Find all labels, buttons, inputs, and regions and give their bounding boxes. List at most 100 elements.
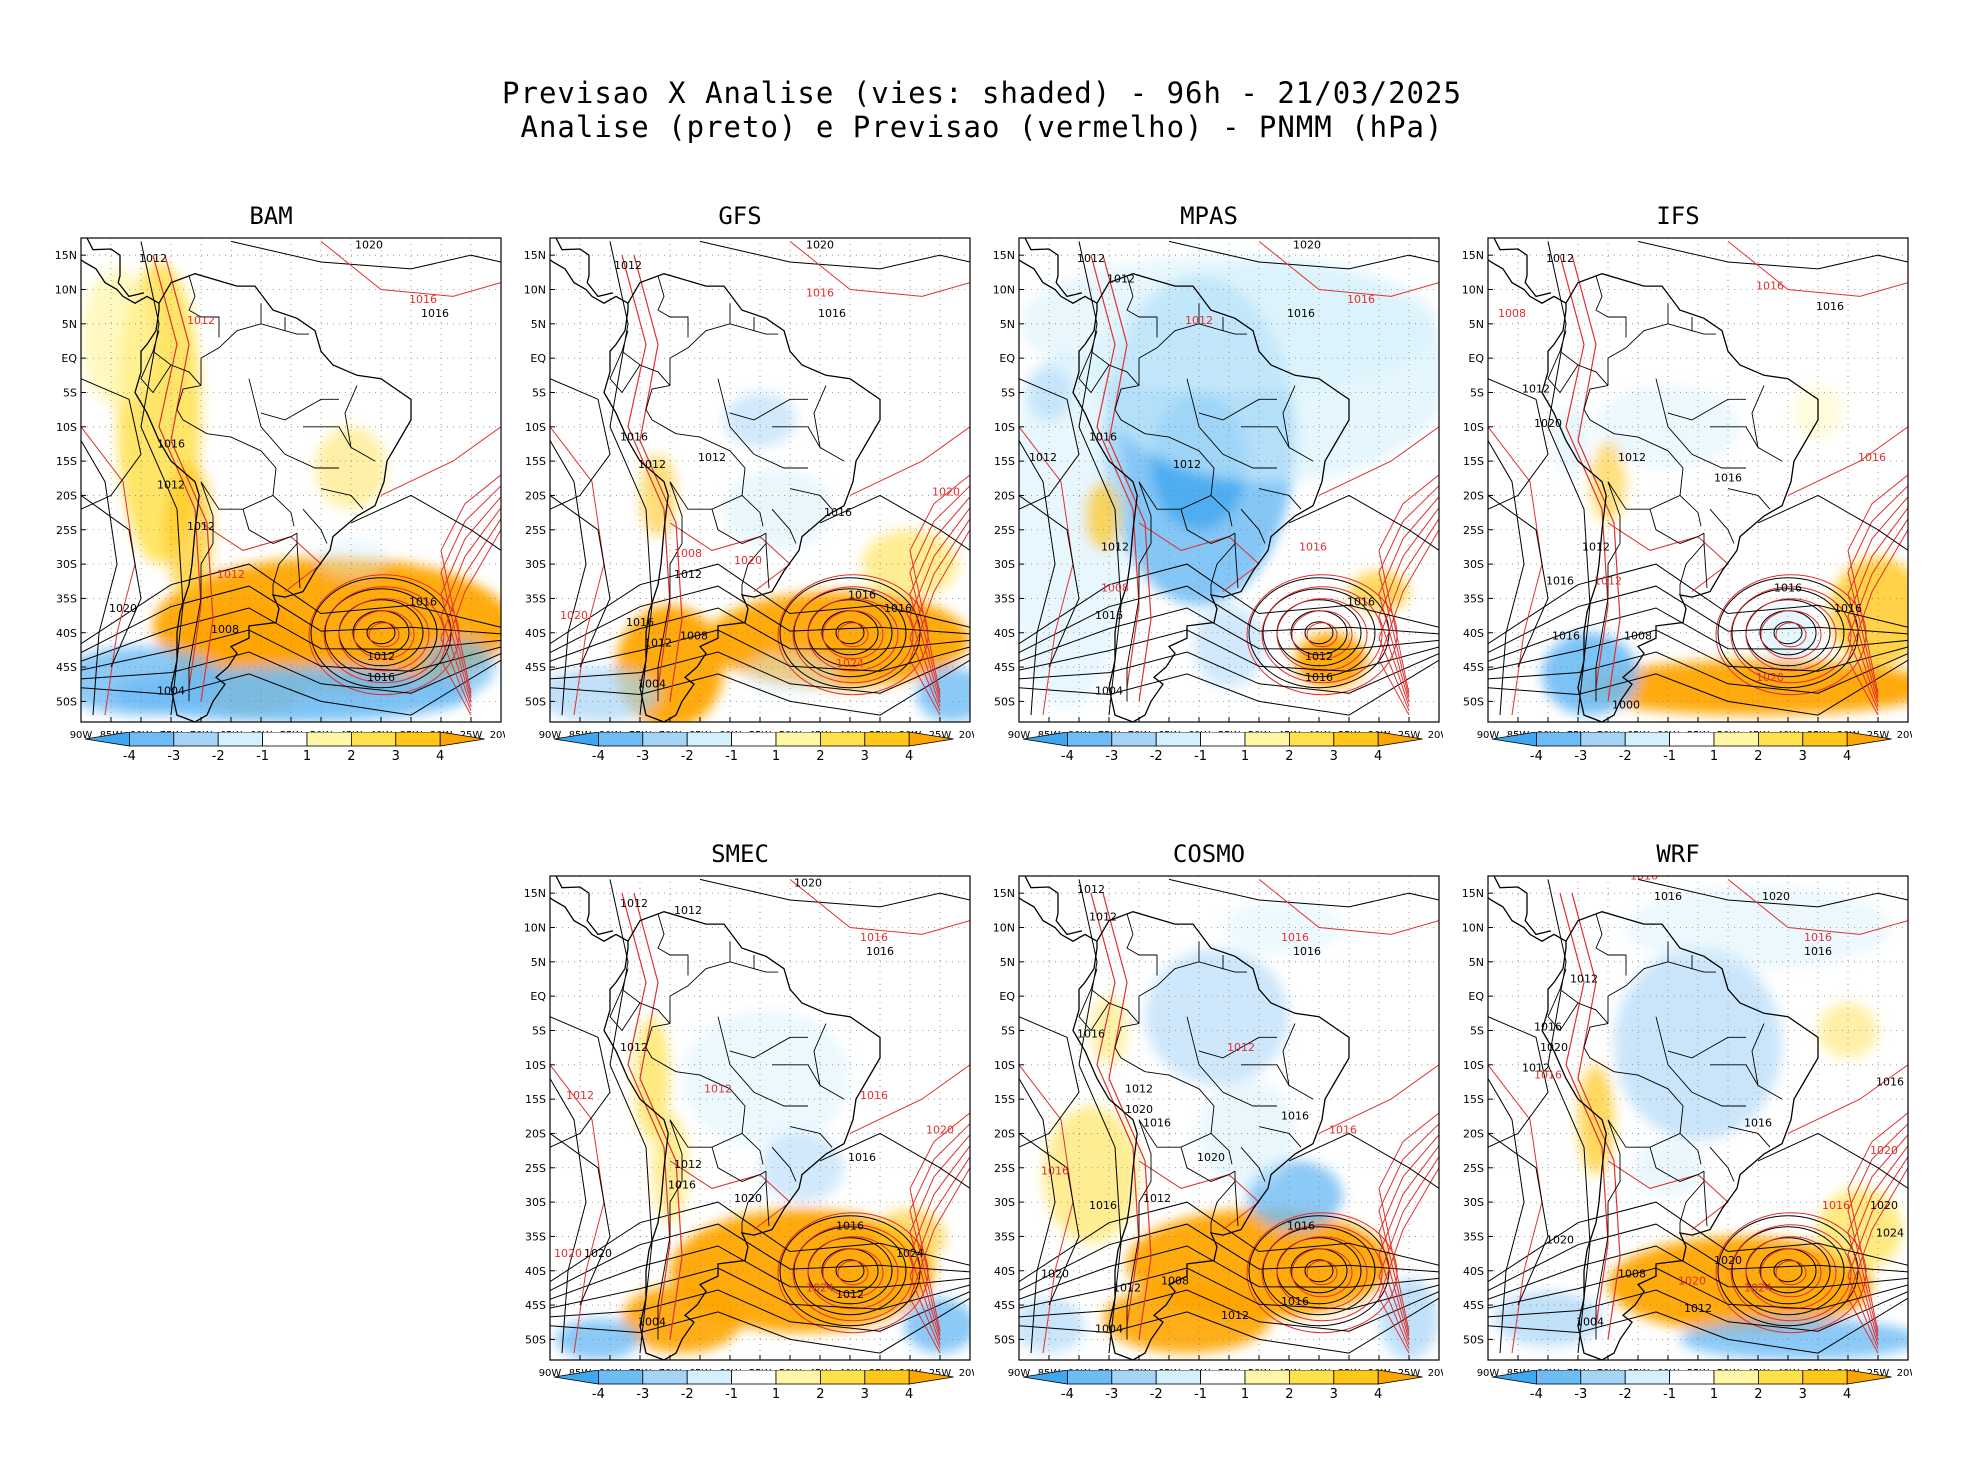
colorbar: -4 -3 -2 -1 1 2 3 4 (1491, 732, 1892, 764)
contour-label: 1024 (836, 657, 864, 670)
lat-tick-label: 10N (55, 283, 77, 296)
lat-tick-label: 10N (993, 921, 1015, 934)
contour-label: 1016 (866, 945, 894, 958)
colorbar-segment (1333, 1370, 1379, 1385)
colorbar-label: -3 (167, 749, 180, 764)
lat-tick-label: 5S (532, 1024, 546, 1037)
colorbar-segment (642, 732, 688, 747)
contour-label: 1016 (1804, 945, 1832, 958)
colorbar-label: 2 (1754, 1387, 1762, 1402)
colorbar-segment (908, 732, 954, 747)
isobars (1019, 878, 1439, 1354)
contour-label: 1012 (139, 252, 167, 265)
lon-tick-label: 90W (1008, 730, 1031, 741)
colorbar-segment (1244, 732, 1290, 747)
isobars (1488, 240, 1908, 716)
panel-bam: BAM 1020 1016 1016 1012 1012 1016 1012 1012 1012 1… (35, 202, 507, 822)
contour-label: 1016 (1756, 279, 1784, 292)
colorbar-label: -3 (636, 749, 649, 764)
colorbar-segment (1624, 732, 1670, 747)
contour-label: 1016 (157, 437, 185, 450)
lat-tick-label: 20S (994, 1127, 1015, 1140)
lon-tick-label: 20W (1897, 1368, 1912, 1379)
contour-label: 1012 (1522, 382, 1550, 395)
contour-label: 1016 (1744, 1117, 1772, 1130)
lat-tick-label: 10S (994, 1059, 1015, 1072)
colorbar-label: -4 (1530, 749, 1543, 764)
colorbar-label: -4 (123, 749, 136, 764)
contour-label: 1020 (554, 1247, 582, 1260)
lon-tick-label: 20W (959, 1368, 974, 1379)
lat-tick-label: 5N (531, 318, 546, 331)
colorbar-label: -3 (1105, 1387, 1118, 1402)
lat-tick-label: 15N (1462, 887, 1484, 900)
lat-tick-label: 5N (1000, 318, 1015, 331)
contour-label: 1016 (1630, 872, 1658, 882)
colorbar-segment (1802, 732, 1848, 747)
colorbar-segment (1155, 732, 1201, 747)
colorbar-segment (553, 1370, 599, 1385)
contour-label: 1016 (848, 1151, 876, 1164)
contour-label: 1024 (1876, 1226, 1904, 1239)
lat-tick-label: 30S (525, 558, 546, 571)
colorbar-label: -1 (1194, 1387, 1207, 1402)
colorbar-segment (173, 732, 219, 747)
map: 1020 1016 1016 1012 1016 1012 1012 1016 1020 1008… (524, 237, 974, 741)
colorbar-label: 3 (1330, 1387, 1338, 1402)
colorbar-segment (1669, 732, 1715, 747)
contour-label: 1016 (409, 595, 437, 608)
lat-tick-label: EQ (999, 352, 1015, 365)
contour-label: 1012 (674, 568, 702, 581)
country-borders (140, 275, 376, 702)
contour-label: 1012 (1221, 1309, 1249, 1322)
lon-tick-label: 20W (1897, 730, 1912, 741)
contour-label: 1024 (896, 1247, 924, 1260)
isobars (1019, 240, 1439, 716)
contour-label: 1012 (367, 650, 395, 663)
colorbar-segment (1377, 1370, 1423, 1385)
colorbar-segment (819, 1370, 866, 1385)
contour-label: 1016 (1143, 1117, 1171, 1130)
country-borders (1078, 913, 1314, 1340)
lon-tick-label: 90W (539, 1368, 562, 1379)
lat-tick-label: 50S (56, 695, 77, 708)
bias-area (1019, 351, 1127, 709)
coastline (1488, 238, 1819, 722)
colorbar-label: 3 (861, 1387, 869, 1402)
lat-tick-label: 5N (62, 318, 77, 331)
colorbar-label: 2 (816, 1387, 824, 1402)
colorbar-segment (1580, 732, 1626, 747)
colorbar-label: -3 (1105, 749, 1118, 764)
colorbar: -4 -3 -2 -1 1 2 3 4 (84, 732, 485, 764)
figure-title-line2: Analise (preto) e Previsao (vermelho) - … (520, 110, 1444, 144)
colorbar-label: 2 (1285, 1387, 1293, 1402)
contour-label: 1020 (1540, 1041, 1568, 1054)
lat-tick-label: 40S (56, 627, 77, 640)
lat-tick-label: 10S (525, 1059, 546, 1072)
lat-tick-label: 10S (525, 421, 546, 434)
lon-tick-label: 25W (1867, 1368, 1890, 1379)
contour-label: 1016 (1534, 1069, 1562, 1082)
contour-label: 1016 (1281, 931, 1309, 944)
bias-area (550, 667, 658, 722)
lat-tick-label: 15N (1462, 249, 1484, 262)
lat-tick-label: 50S (994, 1333, 1015, 1346)
contour-label: 1012 (1113, 1281, 1141, 1294)
lat-tick-label: EQ (999, 990, 1015, 1003)
contour-label: 1020 (355, 238, 383, 251)
colorbar-label: -2 (1150, 1387, 1163, 1402)
lat-tick-label: 20S (994, 489, 1015, 502)
lat-tick-label: 30S (56, 558, 77, 571)
contour-label: 1012 (1684, 1302, 1712, 1315)
colorbar-segment (1669, 1370, 1715, 1385)
contour-label: 1016 (806, 286, 834, 299)
contour-label: 1020 (794, 876, 822, 889)
panel-title: GFS (718, 202, 762, 230)
lat-tick-label: 45S (56, 661, 77, 674)
colorbar-segment (598, 1370, 644, 1385)
colorbar-label: -2 (1619, 1387, 1632, 1402)
colorbar-segment (1244, 1370, 1290, 1385)
colorbar-segment (1536, 1370, 1582, 1385)
lat-tick-label: 10N (524, 283, 546, 296)
contour-label: 1012 (187, 314, 215, 327)
